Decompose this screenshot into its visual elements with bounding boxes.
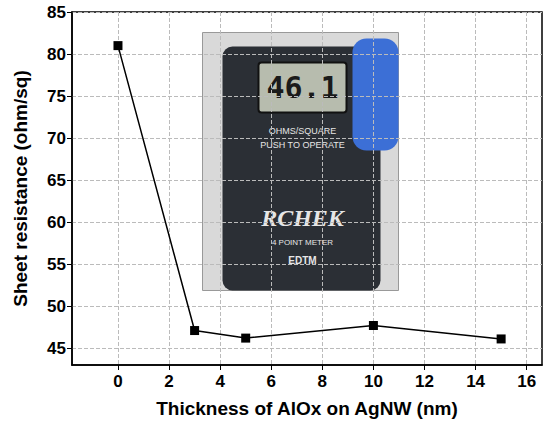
svg-text:4 POINT METER: 4 POINT METER [272, 238, 333, 247]
svg-text:12: 12 [415, 372, 434, 391]
svg-text:14: 14 [466, 372, 485, 391]
svg-text:75: 75 [47, 87, 66, 106]
svg-text:50: 50 [47, 297, 66, 316]
svg-text:2: 2 [164, 372, 173, 391]
svg-text:55: 55 [47, 255, 66, 274]
svg-text:65: 65 [47, 171, 66, 190]
svg-text:Thickness of AlOx on AgNW (nm): Thickness of AlOx on AgNW (nm) [156, 398, 458, 419]
svg-text:46.1: 46.1 [266, 70, 338, 105]
svg-text:0: 0 [113, 372, 122, 391]
svg-text:PUSH TO OPERATE: PUSH TO OPERATE [260, 140, 345, 150]
svg-text:16: 16 [517, 372, 536, 391]
svg-text:4: 4 [215, 372, 225, 391]
svg-text:RCHEK: RCHEK [260, 205, 346, 231]
svg-text:10: 10 [364, 372, 383, 391]
svg-text:EDTM: EDTM [288, 255, 317, 266]
svg-text:60: 60 [47, 213, 66, 232]
svg-text:8: 8 [318, 372, 327, 391]
svg-text:80: 80 [47, 45, 66, 64]
svg-text:70: 70 [47, 129, 66, 148]
svg-text:OHMS/SQUARE: OHMS/SQUARE [269, 126, 337, 136]
svg-text:85: 85 [47, 3, 66, 22]
svg-text:Sheet resistance (ohm/sq): Sheet resistance (ohm/sq) [10, 70, 31, 307]
svg-text:6: 6 [267, 372, 276, 391]
svg-text:45: 45 [47, 339, 66, 358]
